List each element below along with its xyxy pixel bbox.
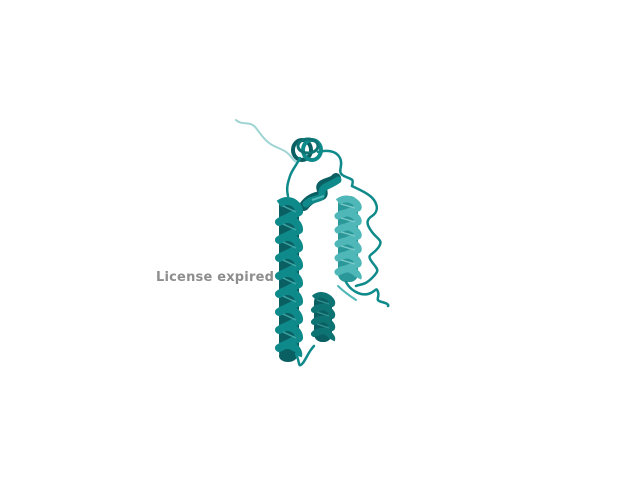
short-lower-helix [311,292,336,342]
loop-bottom-left [294,344,316,367]
c-terminal-tail [344,280,390,308]
short-diagonal-helix [299,173,342,211]
loop-mid-link [337,285,357,301]
loop-to-left-helix [285,156,302,198]
n-terminal-tail [235,119,306,163]
license-watermark: License expired [156,270,275,285]
loop-top-right [316,149,354,188]
right-helix [334,195,362,282]
loop-right-side [350,184,382,288]
top-small-helix [291,137,323,162]
long-left-helix [275,197,303,362]
